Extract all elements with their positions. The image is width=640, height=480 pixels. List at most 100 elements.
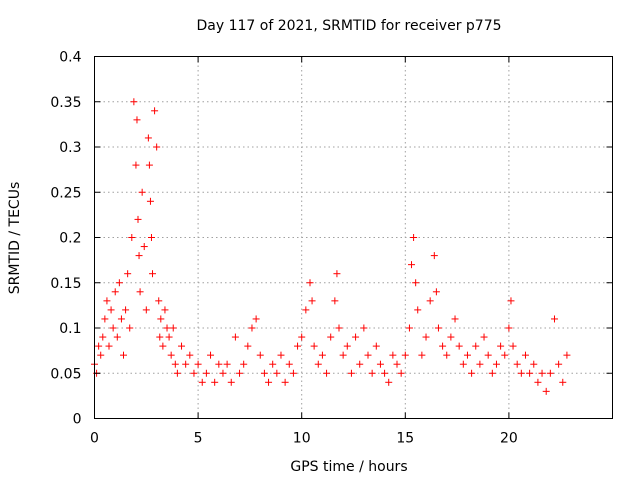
x-tick-label: 10 (293, 431, 311, 447)
data-point (252, 315, 260, 323)
data-point (507, 297, 515, 305)
data-point (165, 333, 173, 341)
data-point (227, 378, 235, 386)
data-point (546, 369, 554, 377)
y-tick-label: 0 (73, 412, 82, 428)
data-point (128, 234, 136, 241)
data-point (468, 369, 476, 377)
data-point (157, 315, 165, 323)
data-point (215, 360, 223, 368)
data-point (236, 369, 244, 377)
data-point (159, 342, 167, 350)
data-point (488, 369, 496, 377)
data-point (542, 387, 550, 395)
y-tick-label: 0.3 (59, 140, 81, 156)
data-point (385, 378, 393, 386)
data-point (393, 360, 401, 368)
data-point (333, 270, 341, 278)
data-point (105, 342, 113, 350)
data-point (372, 342, 380, 350)
data-point (144, 134, 152, 142)
data-point (521, 351, 529, 359)
data-point (472, 342, 480, 350)
data-point (281, 378, 289, 386)
data-point (211, 378, 219, 386)
data-point (178, 342, 186, 350)
data-point (343, 342, 351, 350)
data-point (455, 342, 463, 350)
data-point (269, 360, 277, 368)
data-point (298, 333, 306, 341)
data-point (310, 342, 318, 350)
data-point (194, 360, 202, 368)
data-point (459, 360, 467, 368)
y-tick-label: 0.35 (50, 95, 81, 111)
data-point (401, 351, 409, 359)
data-point (476, 360, 484, 368)
data-point (124, 270, 132, 278)
data-point (107, 306, 115, 314)
data-point (198, 378, 206, 386)
data-point (381, 369, 389, 377)
data-point (101, 315, 109, 323)
data-point (117, 315, 125, 323)
data-point (109, 324, 117, 332)
data-point (352, 333, 360, 341)
data-point (146, 197, 154, 205)
data-point (153, 143, 161, 151)
data-point (410, 234, 418, 241)
data-point (501, 351, 509, 359)
y-tick-label: 0.15 (50, 276, 81, 292)
data-point (190, 369, 198, 377)
data-point (256, 351, 264, 359)
data-point (430, 252, 438, 260)
data-point (202, 369, 210, 377)
data-point (95, 342, 103, 350)
data-point (534, 378, 542, 386)
data-point (414, 306, 422, 314)
data-point (99, 333, 107, 341)
data-point (356, 360, 364, 368)
x-tick-label: 5 (194, 431, 203, 447)
data-point (492, 360, 500, 368)
data-point (289, 369, 297, 377)
data-point (135, 252, 143, 260)
data-point (426, 297, 434, 305)
data-point (306, 279, 314, 287)
data-point (509, 342, 517, 350)
y-axis-label: SRMTID / TECUs (7, 182, 23, 295)
data-point (260, 369, 268, 377)
data-point (538, 369, 546, 377)
data-point (231, 333, 239, 341)
data-points (91, 98, 571, 395)
data-point (405, 324, 413, 332)
data-point (169, 324, 177, 332)
data-point (173, 369, 181, 377)
data-point (526, 369, 534, 377)
data-point (408, 261, 416, 269)
data-point (248, 324, 256, 332)
data-point (147, 234, 155, 241)
x-tick-label: 0 (90, 431, 99, 447)
data-point (138, 188, 146, 196)
data-point (294, 342, 302, 350)
grid (94, 56, 613, 419)
data-point (302, 306, 310, 314)
data-point (151, 107, 159, 115)
chart-title: Day 117 of 2021, SRMTID for receiver p77… (196, 18, 501, 34)
y-tick-label: 0.25 (50, 185, 81, 201)
data-point (550, 315, 558, 323)
data-point (432, 288, 440, 296)
data-point (133, 116, 141, 124)
data-point (389, 351, 397, 359)
data-point (156, 333, 164, 341)
data-point (360, 324, 368, 332)
data-point (484, 351, 492, 359)
data-point (273, 369, 281, 377)
data-point (136, 288, 144, 296)
data-point (451, 315, 459, 323)
data-point (505, 324, 513, 332)
data-point (171, 360, 179, 368)
data-point (122, 306, 130, 314)
